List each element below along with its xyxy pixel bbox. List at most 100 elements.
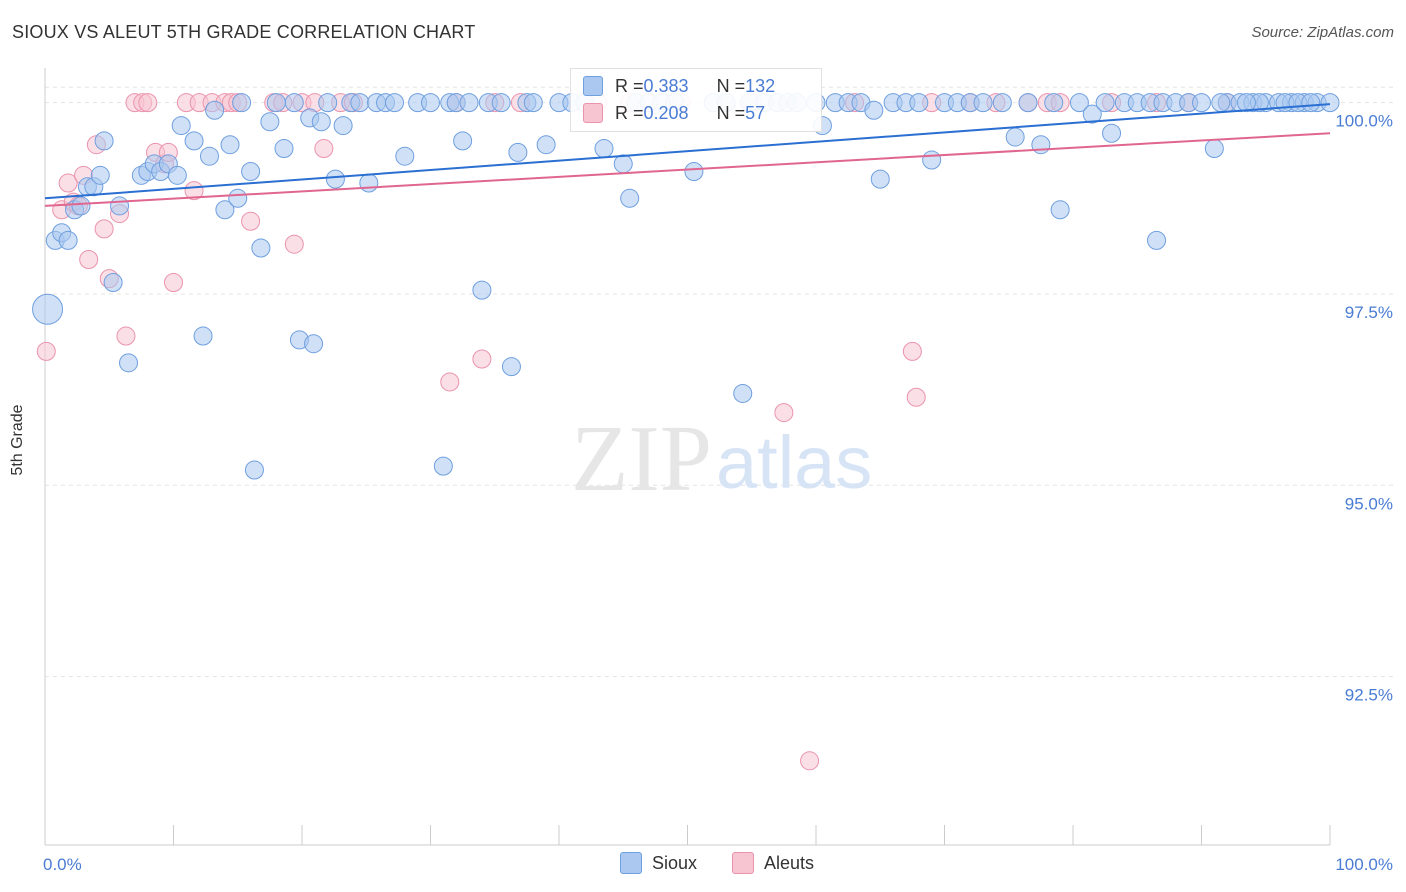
aleut-point (241, 211, 261, 231)
sioux-point (1204, 139, 1224, 159)
sioux-point (119, 353, 139, 373)
stats-row-sioux: R = 0.383 N = 132 (583, 74, 775, 98)
sioux-point (501, 357, 521, 377)
legend-item-sioux[interactable]: Sioux (620, 852, 697, 874)
sioux-point (274, 139, 294, 159)
sioux-point (199, 146, 219, 166)
sioux-point (167, 165, 187, 185)
n-value: 132 (745, 75, 776, 96)
sioux-point (459, 93, 479, 113)
sioux-point (1102, 123, 1122, 143)
sioux-point (1005, 127, 1025, 147)
sioux-point (1050, 200, 1070, 220)
sioux-point (1018, 93, 1038, 113)
sioux-point (325, 169, 345, 189)
sioux-point (311, 112, 331, 132)
aleut-point (902, 341, 922, 361)
sioux-point (491, 93, 511, 113)
aleut-point (284, 234, 304, 254)
sioux-point (350, 93, 370, 113)
sioux-point (421, 93, 440, 113)
sioux-point (992, 93, 1012, 113)
sioux-point (232, 93, 252, 113)
aleut-swatch (732, 852, 754, 874)
sioux-point (523, 93, 543, 113)
watermark-atlas: atlas (716, 421, 872, 504)
sioux-point (193, 326, 213, 346)
sioux-point (1069, 93, 1089, 113)
sioux-point (284, 93, 304, 113)
aleut-point (79, 250, 99, 270)
aleut-point (116, 326, 136, 346)
sioux-point (260, 112, 280, 132)
source-label: Source: ZipAtlas.com (1251, 24, 1394, 41)
sioux-point (110, 196, 130, 216)
sioux-point (1192, 93, 1211, 113)
n-label: N = (716, 75, 746, 96)
legend-item-aleuts[interactable]: Aleuts (732, 852, 814, 874)
legend-label-aleuts: Aleuts (764, 852, 815, 873)
stats-row-aleuts: R = 0.208 N = 57 (583, 101, 765, 125)
sioux-point (733, 383, 753, 403)
sioux-point (1211, 93, 1231, 113)
sioux-point (620, 188, 640, 208)
n-value: 57 (745, 102, 766, 123)
sioux-point (508, 142, 528, 162)
sioux-point (613, 154, 633, 174)
sioux-point (94, 131, 114, 151)
sioux-point (594, 139, 614, 159)
aleut-point (774, 403, 794, 423)
aleut-point (906, 387, 926, 407)
r-label: R = (615, 75, 644, 96)
y-tick-label: 92.5% (1345, 686, 1393, 705)
sioux-point (1031, 135, 1051, 155)
aleut-point (314, 139, 334, 159)
series-legend: Sioux Aleuts (0, 852, 1406, 878)
x-tick-label: 0.0% (43, 855, 82, 874)
aleut-point (36, 341, 56, 361)
sioux-point (220, 135, 240, 155)
sioux-point (1301, 93, 1321, 113)
sioux-point (304, 334, 324, 354)
sioux-point (385, 93, 405, 113)
sioux-point (333, 116, 353, 136)
r-label: R = (615, 102, 644, 123)
sioux-point (184, 131, 204, 151)
sioux-point (71, 196, 91, 216)
sioux-point (103, 272, 123, 292)
trend-lines (44, 103, 1331, 207)
y-tick-label: 100.0% (1335, 112, 1393, 131)
x-tick-label: 100.0% (1335, 855, 1393, 874)
sioux-point (433, 456, 453, 476)
sioux-point (266, 93, 286, 113)
sioux-trend-line (44, 103, 1331, 200)
sioux-point (684, 161, 704, 181)
sioux-point (58, 230, 78, 250)
aleut-trend-line (44, 132, 1331, 207)
stats-legend: R = 0.383 N = 132 R = 0.208 N = 57 (570, 68, 822, 132)
y-tick-label: 95.0% (1345, 494, 1393, 513)
sioux-point (205, 100, 225, 120)
sioux-point (973, 93, 993, 113)
sioux-point (251, 238, 271, 258)
sioux-point (228, 188, 248, 208)
legend-label-sioux: Sioux (652, 852, 698, 873)
sioux-point (359, 173, 379, 193)
sioux-point (453, 131, 473, 151)
sioux-point (870, 169, 890, 189)
aleut-point (58, 173, 78, 193)
tick-labels: 92.5% 95.0% 97.5% 100.0% 0.0% 100.0% (43, 112, 1393, 874)
aleut-point (800, 751, 820, 771)
sioux-point (909, 93, 929, 113)
sioux-point (1236, 93, 1256, 113)
sioux-point (395, 146, 415, 166)
sioux-point (215, 200, 235, 220)
aleut-point (472, 349, 492, 369)
aleut-point (94, 219, 114, 239)
sioux-point (318, 93, 338, 113)
chart-title: SIOUX VS ALEUT 5TH GRADE CORRELATION CHA… (12, 22, 476, 42)
sioux-point (1082, 104, 1102, 124)
sioux-point (90, 165, 110, 185)
sioux-point (922, 150, 942, 170)
